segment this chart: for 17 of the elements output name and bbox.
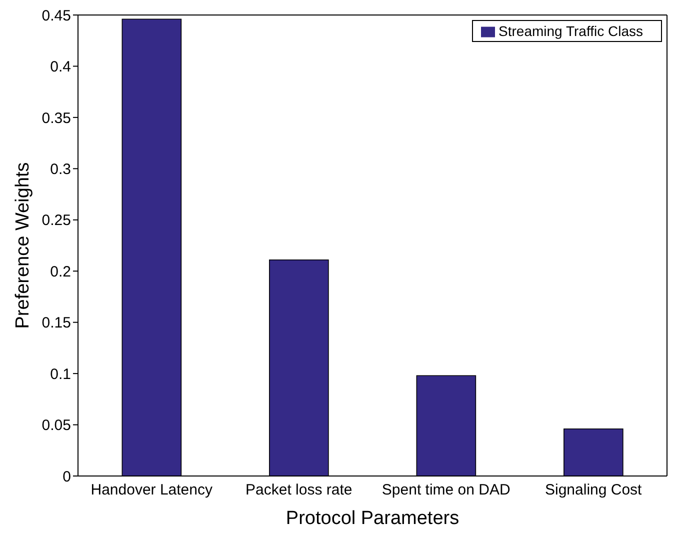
y-tick-label: 0.3 bbox=[50, 160, 71, 178]
y-tick-label: 0.1 bbox=[50, 366, 71, 383]
y-tick-label: 0.45 bbox=[42, 7, 71, 24]
y-tick-label: 0.4 bbox=[50, 58, 71, 76]
x-tick-label: Packet loss rate bbox=[246, 482, 352, 499]
y-tick-label: 0.35 bbox=[42, 110, 71, 127]
y-tick-label: 0.2 bbox=[50, 263, 71, 280]
y-tick-label: 0.25 bbox=[42, 212, 71, 230]
x-axis-title: Protocol Parameters bbox=[286, 508, 460, 529]
y-tick-label: 0.05 bbox=[42, 417, 71, 434]
y-tick-label: 0 bbox=[62, 468, 71, 486]
x-tick-label: Signaling Cost bbox=[545, 482, 643, 499]
legend-label: Streaming Traffic Class bbox=[498, 23, 643, 39]
x-tick-label: Spent time on DAD bbox=[382, 482, 510, 499]
x-tick-label: Handover Latency bbox=[90, 482, 213, 499]
y-axis-title: Preference Weights bbox=[12, 162, 34, 329]
y-tick-label: 0.15 bbox=[42, 314, 71, 332]
